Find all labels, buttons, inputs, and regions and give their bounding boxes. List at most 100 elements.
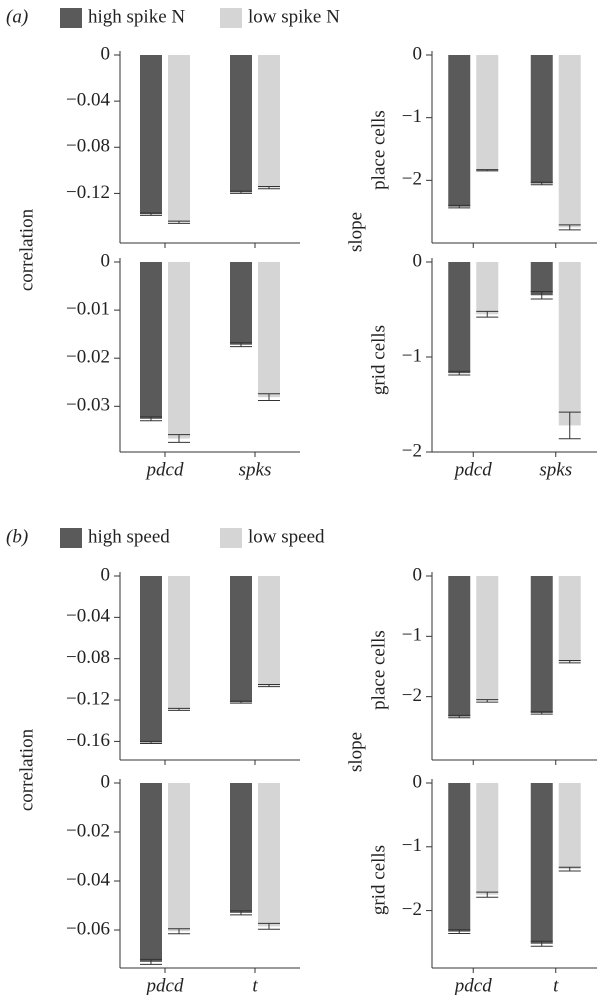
row-label: place cells xyxy=(368,110,389,190)
bar xyxy=(168,783,190,932)
bar xyxy=(140,55,162,215)
bar xyxy=(168,576,190,710)
error-bar xyxy=(140,958,162,965)
y-tick-label: −2 xyxy=(402,440,422,461)
x-tick-label: pdcd xyxy=(145,975,184,995)
error-bar xyxy=(140,212,162,216)
error-bar xyxy=(448,714,471,719)
error-bar xyxy=(168,434,190,443)
y-tick-label: −0.16 xyxy=(66,730,110,751)
section-label: (b) xyxy=(6,526,28,547)
bar xyxy=(258,262,280,398)
y-tick-label: −0.08 xyxy=(66,136,110,157)
y-tick-label: −0.02 xyxy=(66,347,110,368)
legend-label: low spike N xyxy=(248,6,340,27)
bar xyxy=(476,576,499,701)
y-axis-label: slope xyxy=(345,212,366,252)
error-bar xyxy=(558,411,581,440)
legend-label: low speed xyxy=(248,526,325,547)
error-bar xyxy=(448,929,471,935)
bar xyxy=(168,262,190,439)
y-tick-label: −1 xyxy=(402,106,422,127)
bar xyxy=(530,576,553,713)
row-label: grid cells xyxy=(368,845,389,915)
y-tick-label: −0.04 xyxy=(66,606,110,627)
error-bar xyxy=(530,711,553,715)
error-bar xyxy=(258,922,280,930)
bar xyxy=(530,783,553,944)
error-bar xyxy=(140,740,162,744)
y-tick-label: −0.04 xyxy=(66,869,110,890)
x-tick-label: t xyxy=(553,975,559,995)
bar xyxy=(230,262,252,345)
y-tick-label: 0 xyxy=(413,250,423,271)
y-axis-label: correlation xyxy=(16,208,37,291)
error-bar xyxy=(558,224,581,231)
y-tick-label: 0 xyxy=(413,771,423,792)
legend-swatch xyxy=(60,8,82,28)
bar xyxy=(230,783,252,913)
x-tick-label: spks xyxy=(539,459,572,480)
bar xyxy=(558,576,581,662)
legend-swatch xyxy=(60,528,82,548)
bar xyxy=(168,55,190,223)
bar xyxy=(476,783,499,895)
legend-label: high speed xyxy=(88,526,170,547)
row-label: place cells xyxy=(368,630,389,710)
error-bar xyxy=(530,290,553,300)
y-tick-label: 0 xyxy=(101,43,111,64)
legend-swatch xyxy=(220,8,242,28)
error-bar xyxy=(168,220,190,224)
bar xyxy=(448,576,471,717)
bar xyxy=(230,576,252,703)
y-tick-label: −2 xyxy=(402,685,422,706)
bar xyxy=(530,55,553,184)
bar xyxy=(558,783,581,870)
bar xyxy=(258,783,280,927)
error-bar xyxy=(230,700,252,704)
bar xyxy=(476,262,499,315)
bar xyxy=(448,783,471,932)
error-bar xyxy=(530,940,553,947)
y-tick-label: −0.12 xyxy=(66,182,110,203)
error-bar xyxy=(168,707,190,711)
bar xyxy=(448,262,471,374)
y-tick-label: −2 xyxy=(402,169,422,190)
y-tick-label: −0.08 xyxy=(66,647,110,668)
error-bar xyxy=(558,866,581,872)
x-tick-label: pdcd xyxy=(453,459,492,480)
bar xyxy=(558,55,581,228)
y-tick-label: −0.03 xyxy=(66,395,110,416)
error-bar xyxy=(558,659,581,664)
error-bar xyxy=(258,393,280,402)
y-tick-label: −0.02 xyxy=(66,820,110,841)
bar xyxy=(230,55,252,193)
bar xyxy=(140,783,162,962)
bar xyxy=(476,55,499,171)
y-tick-label: 0 xyxy=(101,771,111,792)
y-tick-label: −0.12 xyxy=(66,688,110,709)
y-tick-label: −1 xyxy=(402,625,422,646)
section-label: (a) xyxy=(6,6,28,27)
x-tick-label: pdcd xyxy=(453,975,492,995)
bar xyxy=(558,262,581,426)
error-bar xyxy=(476,699,499,703)
y-tick-label: 0 xyxy=(101,564,111,585)
row-label: grid cells xyxy=(368,325,389,395)
legend-swatch xyxy=(220,528,242,548)
error-bar xyxy=(476,891,499,898)
error-bar xyxy=(230,342,252,348)
y-tick-label: −1 xyxy=(402,345,422,366)
error-bar xyxy=(168,928,190,935)
error-bar xyxy=(140,416,162,422)
error-bar xyxy=(230,190,252,194)
y-tick-label: −2 xyxy=(402,899,422,920)
y-tick-label: 0 xyxy=(413,564,423,585)
error-bar xyxy=(258,684,280,688)
y-axis-label: slope xyxy=(345,732,366,772)
bar xyxy=(448,55,471,207)
error-bar xyxy=(448,204,471,209)
bar xyxy=(140,262,162,419)
error-bar xyxy=(476,310,499,318)
